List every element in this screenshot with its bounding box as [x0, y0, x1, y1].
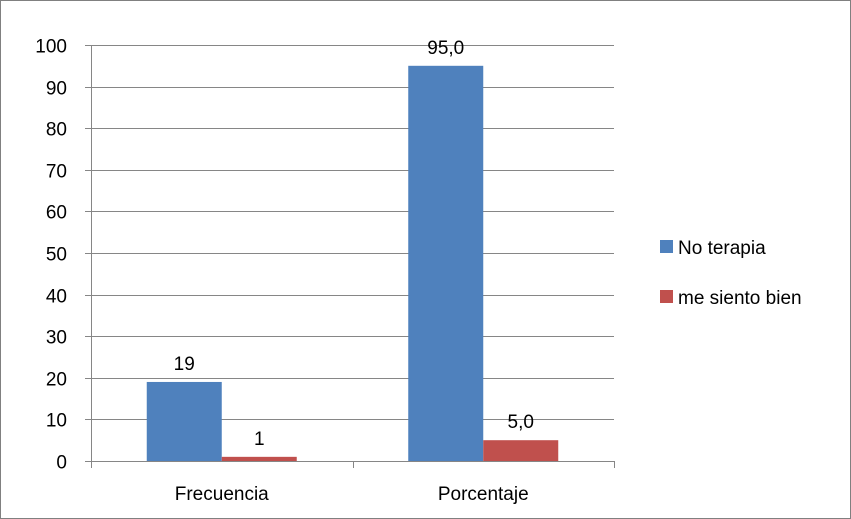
y-tick-label: 0: [56, 453, 67, 474]
y-tick-label: 50: [46, 245, 67, 266]
data-label: 19: [174, 354, 195, 375]
y-tick-label: 60: [46, 203, 67, 224]
y-tick-label: 40: [46, 287, 67, 308]
bar: [483, 440, 558, 461]
legend-swatch: [660, 240, 673, 253]
legend-swatch: [660, 290, 673, 303]
x-category-label: Frecuencia: [175, 484, 269, 505]
y-tick-label: 80: [46, 120, 67, 141]
data-label: 95,0: [427, 38, 464, 59]
bar: [408, 66, 483, 461]
bar: [222, 457, 297, 461]
x-category-label: Porcentaje: [438, 484, 529, 505]
data-label: 5,0: [508, 412, 534, 433]
y-tick-label: 100: [35, 37, 67, 58]
bar: [147, 382, 222, 461]
legend-label: me siento bien: [678, 288, 802, 309]
legend-label: No terapia: [678, 238, 766, 259]
y-tick-label: 90: [46, 79, 67, 100]
y-tick-label: 70: [46, 162, 67, 183]
y-tick-label: 20: [46, 370, 67, 391]
y-tick-label: 30: [46, 328, 67, 349]
data-label: 1: [254, 429, 265, 450]
y-tick-label: 10: [46, 411, 67, 432]
